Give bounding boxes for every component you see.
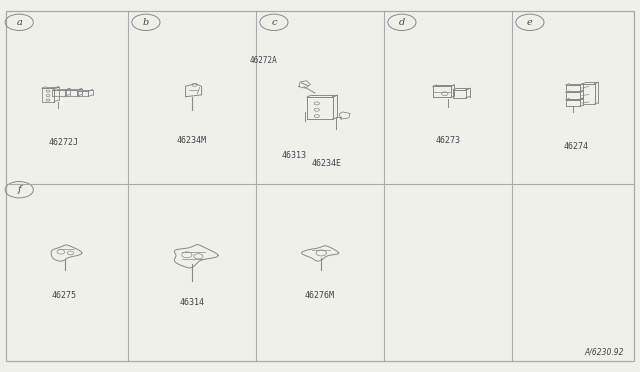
Text: a: a xyxy=(16,18,22,27)
Text: d: d xyxy=(399,18,405,27)
Text: 46272J: 46272J xyxy=(49,138,79,147)
Text: e: e xyxy=(527,18,532,27)
Text: 46275: 46275 xyxy=(51,291,77,300)
Text: b: b xyxy=(143,18,149,27)
Text: 46313: 46313 xyxy=(282,151,307,160)
Text: 46234E: 46234E xyxy=(312,159,341,168)
Text: A/6230.92: A/6230.92 xyxy=(584,347,624,356)
Text: c: c xyxy=(271,18,276,27)
Text: 46272A: 46272A xyxy=(250,56,277,65)
Text: f: f xyxy=(17,185,21,194)
Text: 46234M: 46234M xyxy=(177,136,207,145)
Text: 46314: 46314 xyxy=(179,298,205,307)
Text: 46274: 46274 xyxy=(563,142,589,151)
Text: 46276M: 46276M xyxy=(305,291,335,300)
Text: 46273: 46273 xyxy=(435,136,461,145)
